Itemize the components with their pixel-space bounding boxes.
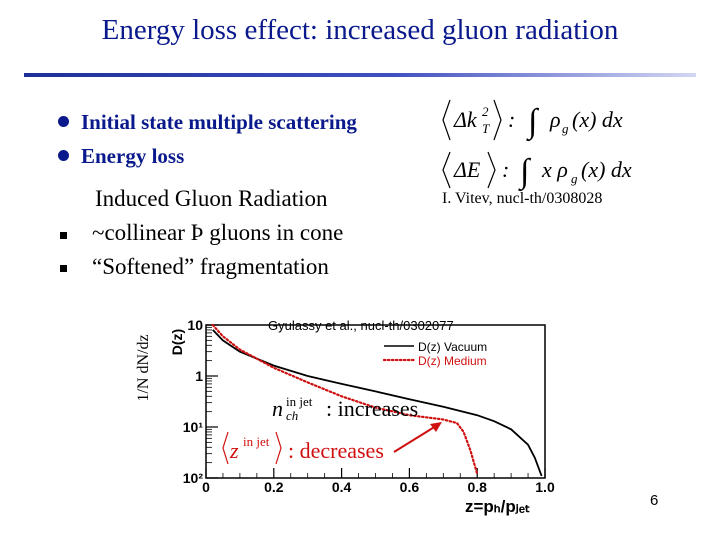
bullet-energy-loss: Energy loss — [58, 144, 184, 169]
chart-title: Gyulassy et al., nucl-th/0302077 — [268, 318, 454, 333]
annotation-sub: ch — [286, 408, 298, 423]
x-tick-label: 1.0 — [535, 479, 555, 495]
legend-label: D(z) Medium — [418, 354, 487, 368]
svg-text:(x) dx: (x) dx — [581, 157, 632, 182]
annotation-sup: in jet — [286, 394, 313, 409]
y-tick-label: 10 — [187, 317, 203, 333]
bullet-text: Energy loss — [81, 144, 185, 168]
svg-text:g: g — [571, 171, 578, 186]
y-tick-label: 10² — [183, 470, 204, 486]
svg-text::: : — [502, 157, 509, 182]
page-number: 6 — [650, 492, 659, 509]
annotation-bracket — [275, 431, 282, 465]
svg-text:T: T — [482, 121, 490, 136]
svg-text:g: g — [562, 121, 569, 136]
x-tick-label: 0.8 — [467, 479, 487, 495]
title-divider — [24, 73, 696, 77]
bullet-text: Initial state multiple scattering — [81, 110, 357, 134]
x-tick-label: 0 — [202, 479, 210, 495]
y-axis-label-inner: D(z) — [169, 329, 185, 355]
sub-bullet-collinear: ~collinear Þ gluons in cone — [92, 220, 344, 245]
x-axis-label: z=pₕ/pⱼₑₜ — [465, 497, 530, 516]
sub-bullet-softened: “Softened” fragmentation — [92, 254, 329, 279]
svg-text:ρ: ρ — [549, 107, 561, 132]
annotation-decreases: : decreases — [288, 438, 384, 463]
formula-eloss-graphic: ΔE : ∫ x ρ g (x) dx — [442, 151, 632, 192]
formula-kt: Δk 2 T : ∫ ρ g (x) dx — [440, 96, 660, 144]
annotation-arrowhead — [430, 422, 442, 432]
x-tick-label: 0.4 — [332, 479, 352, 495]
annotation-increases: : increases — [326, 396, 418, 421]
bullet-dot-icon — [58, 150, 69, 161]
x-tick-label: 0.6 — [400, 479, 420, 495]
citation: I. Vitev, nucl-th/0308028 — [442, 190, 603, 207]
annotation-symbol: n — [272, 396, 283, 421]
annotation-z-sup: in jet — [243, 434, 270, 449]
formula-eloss: ΔE : ∫ x ρ g (x) dx — [440, 148, 660, 196]
square-bullet-icon — [60, 265, 67, 272]
svg-text:x ρ: x ρ — [541, 157, 568, 182]
bullet-initial-scattering: Initial state multiple scattering — [58, 110, 357, 135]
y-tick-label: 1 — [195, 368, 203, 384]
y-axis-label-outer: 1/N dN/dz — [135, 334, 152, 402]
annotation-z: z — [229, 438, 239, 463]
x-tick-label: 0.2 — [264, 479, 284, 495]
svg-text:2: 2 — [482, 104, 489, 119]
svg-text:Δk: Δk — [453, 107, 478, 132]
formula-kt-graphic: Δk 2 T : ∫ ρ g (x) dx — [442, 99, 623, 142]
y-tick-label: 10¹ — [183, 419, 204, 435]
svg-text:∫: ∫ — [526, 103, 540, 142]
fragmentation-chart: 0 0.2 0.4 0.6 0.8 1.0 10² 10¹ 1 10D(z) z=pₕ/pⱼₑₜ Gy… — [169, 317, 555, 516]
svg-text:∫: ∫ — [518, 153, 532, 192]
svg-text::: : — [508, 107, 515, 132]
legend-label: D(z) Vacuum — [418, 340, 487, 354]
series-line-medium — [211, 323, 479, 476]
annotation-nch: n — [272, 396, 283, 421]
annotation-bracket — [222, 431, 229, 465]
svg-text:ΔE: ΔE — [453, 157, 481, 182]
sub-heading: Induced Gluon Radiation — [95, 186, 328, 211]
square-bullet-icon — [60, 232, 67, 239]
bullet-dot-icon — [58, 116, 69, 127]
annotation-arrow — [393, 425, 437, 453]
svg-text:(x) dx: (x) dx — [572, 107, 623, 132]
slide-title: Energy loss effect: increased gluon radi… — [101, 14, 619, 46]
